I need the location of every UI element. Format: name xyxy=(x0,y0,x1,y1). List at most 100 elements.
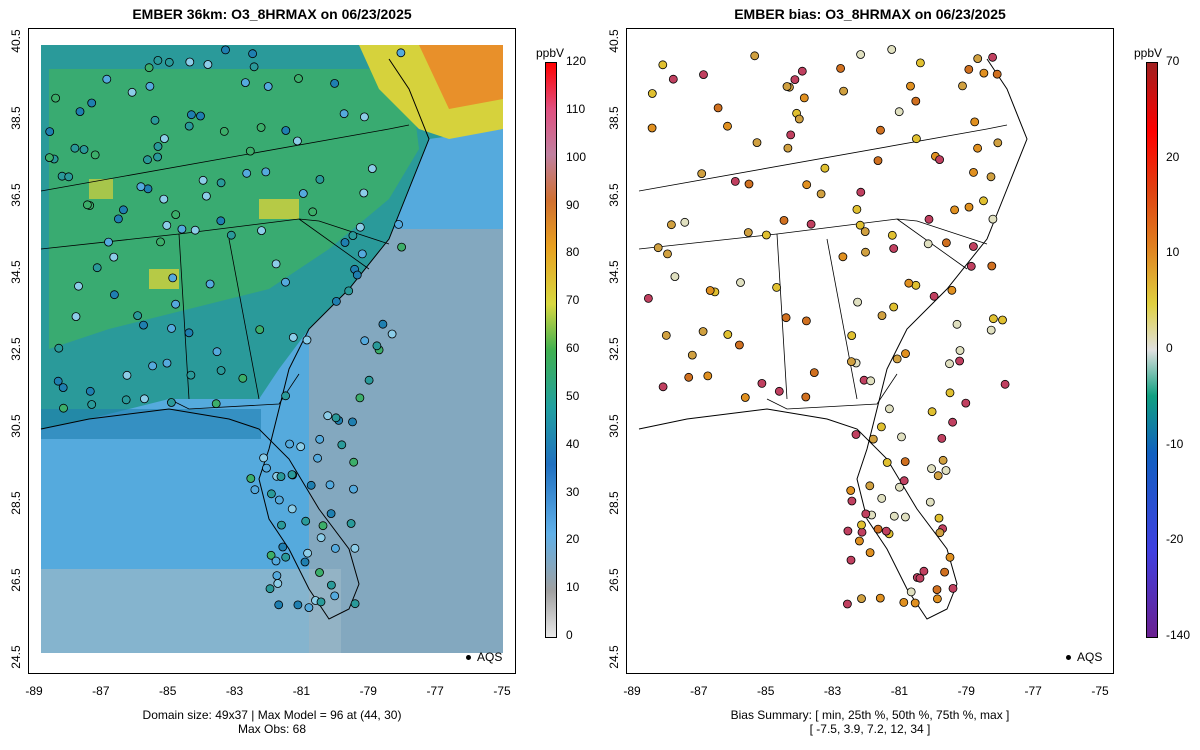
aqs-site-marker xyxy=(303,548,313,558)
aqs-site-marker xyxy=(360,336,370,346)
left-legend: AQS xyxy=(466,650,502,664)
lon-tick-label: -87 xyxy=(690,684,708,698)
lat-tick-label: 28.5 xyxy=(9,491,23,515)
aqs-site-marker xyxy=(790,75,800,84)
aqs-site-marker xyxy=(663,249,672,259)
aqs-site-marker xyxy=(809,368,819,378)
aqs-site-marker xyxy=(887,230,897,240)
aqs-site-marker xyxy=(326,580,336,590)
aqs-site-marker xyxy=(79,145,89,154)
aqs-site-marker xyxy=(127,87,137,97)
aqs-site-marker xyxy=(987,261,997,271)
aqs-site-marker xyxy=(750,51,760,61)
aqs-site-marker xyxy=(875,593,885,603)
aqs-site-marker xyxy=(323,411,333,421)
aqs-site-marker xyxy=(847,496,857,506)
aqs-site-marker xyxy=(781,313,791,323)
aqs-site-marker xyxy=(271,259,281,269)
lon-tick-label: -77 xyxy=(1024,684,1042,698)
aqs-site-marker xyxy=(970,117,980,127)
left-obs-markers xyxy=(44,45,407,612)
aqs-site-marker xyxy=(904,278,914,288)
colorbar-tick-label: 30 xyxy=(566,484,580,499)
aqs-site-marker xyxy=(969,167,978,177)
lon-tick-label: -79 xyxy=(957,684,975,698)
aqs-site-marker xyxy=(378,319,388,329)
aqs-site-marker xyxy=(212,347,222,357)
aqs-site-marker xyxy=(316,533,326,543)
aqs-site-marker xyxy=(661,330,671,340)
aqs-site-marker xyxy=(852,204,862,214)
aqs-site-marker xyxy=(915,58,925,68)
lon-tick-label: -89 xyxy=(25,684,43,698)
aqs-site-marker xyxy=(287,470,297,480)
aqs-site-marker xyxy=(935,155,945,165)
aqs-site-marker xyxy=(256,123,266,132)
lat-tick-label: 40.5 xyxy=(607,29,621,53)
aqs-site-marker xyxy=(653,243,663,253)
lon-tick-label: -83 xyxy=(225,684,244,698)
aqs-site-marker xyxy=(667,220,676,230)
colorbar-tick-label: 0 xyxy=(1166,341,1173,355)
colorbar-tick-label: 120 xyxy=(566,54,587,68)
aqs-site-marker xyxy=(313,453,323,463)
aqs-site-marker xyxy=(148,361,157,371)
aqs-site-marker xyxy=(315,434,325,444)
aqs-site-marker xyxy=(153,55,163,65)
aqs-site-marker xyxy=(794,114,804,124)
aqs-site-marker xyxy=(330,79,340,88)
aqs-site-marker xyxy=(881,526,891,536)
aqs-site-marker xyxy=(901,349,910,359)
aqs-site-marker xyxy=(856,187,866,197)
aqs-site-marker xyxy=(355,393,365,403)
aqs-site-marker xyxy=(843,526,853,536)
aqs-site-marker xyxy=(184,121,194,131)
aqs-site-marker xyxy=(245,146,255,156)
aqs-site-marker xyxy=(330,591,340,601)
aqs-site-marker xyxy=(752,138,762,147)
aqs-site-marker xyxy=(932,585,942,594)
right-colorbar-unit: ppbV xyxy=(1134,46,1163,60)
aqs-site-marker xyxy=(865,481,875,491)
aqs-site-marker xyxy=(119,205,128,215)
aqs-site-marker xyxy=(643,293,653,303)
aqs-site-marker xyxy=(782,82,792,91)
aqs-site-marker xyxy=(705,286,715,295)
aqs-site-marker xyxy=(246,474,256,483)
aqs-site-marker xyxy=(857,527,867,537)
aqs-site-marker xyxy=(248,49,258,59)
aqs-site-marker xyxy=(906,81,915,91)
aqs-site-marker xyxy=(873,524,883,534)
aqs-site-marker xyxy=(162,220,172,230)
aqs-site-marker xyxy=(897,432,906,442)
aqs-site-marker xyxy=(986,172,996,182)
right-legend: AQS xyxy=(1066,650,1102,664)
aqs-site-marker xyxy=(216,178,226,188)
lat-tick-label: 26.5 xyxy=(9,568,23,592)
lat-tick-label: 24.5 xyxy=(607,645,621,669)
aqs-site-marker xyxy=(797,66,807,76)
aqs-site-marker xyxy=(350,543,360,553)
aqs-site-marker xyxy=(952,319,962,329)
aqs-site-marker xyxy=(298,189,308,198)
aqs-site-marker xyxy=(757,378,767,388)
aqs-site-marker xyxy=(177,224,187,234)
right-caption-line1: Bias Summary: [ min, 25th %, 50th %, 75t… xyxy=(730,708,1010,722)
aqs-site-marker xyxy=(779,215,789,225)
aqs-site-marker xyxy=(988,314,998,324)
aqs-site-marker xyxy=(895,482,904,492)
aqs-site-marker xyxy=(281,277,290,287)
aqs-site-marker xyxy=(713,103,723,113)
aqs-site-marker xyxy=(882,458,892,467)
aqs-site-marker xyxy=(352,270,362,280)
aqs-site-marker xyxy=(856,50,866,59)
aqs-site-marker xyxy=(658,382,668,392)
aqs-site-marker xyxy=(262,463,271,473)
aqs-site-marker xyxy=(249,62,259,72)
aqs-site-marker xyxy=(799,93,809,103)
right-panel-title: EMBER bias: O3_8HRMAX on 06/23/2025 xyxy=(734,6,1006,22)
right-colorbar xyxy=(1146,62,1158,638)
aqs-site-marker xyxy=(894,107,904,117)
aqs-site-marker xyxy=(159,194,169,204)
aqs-site-marker xyxy=(873,156,883,166)
